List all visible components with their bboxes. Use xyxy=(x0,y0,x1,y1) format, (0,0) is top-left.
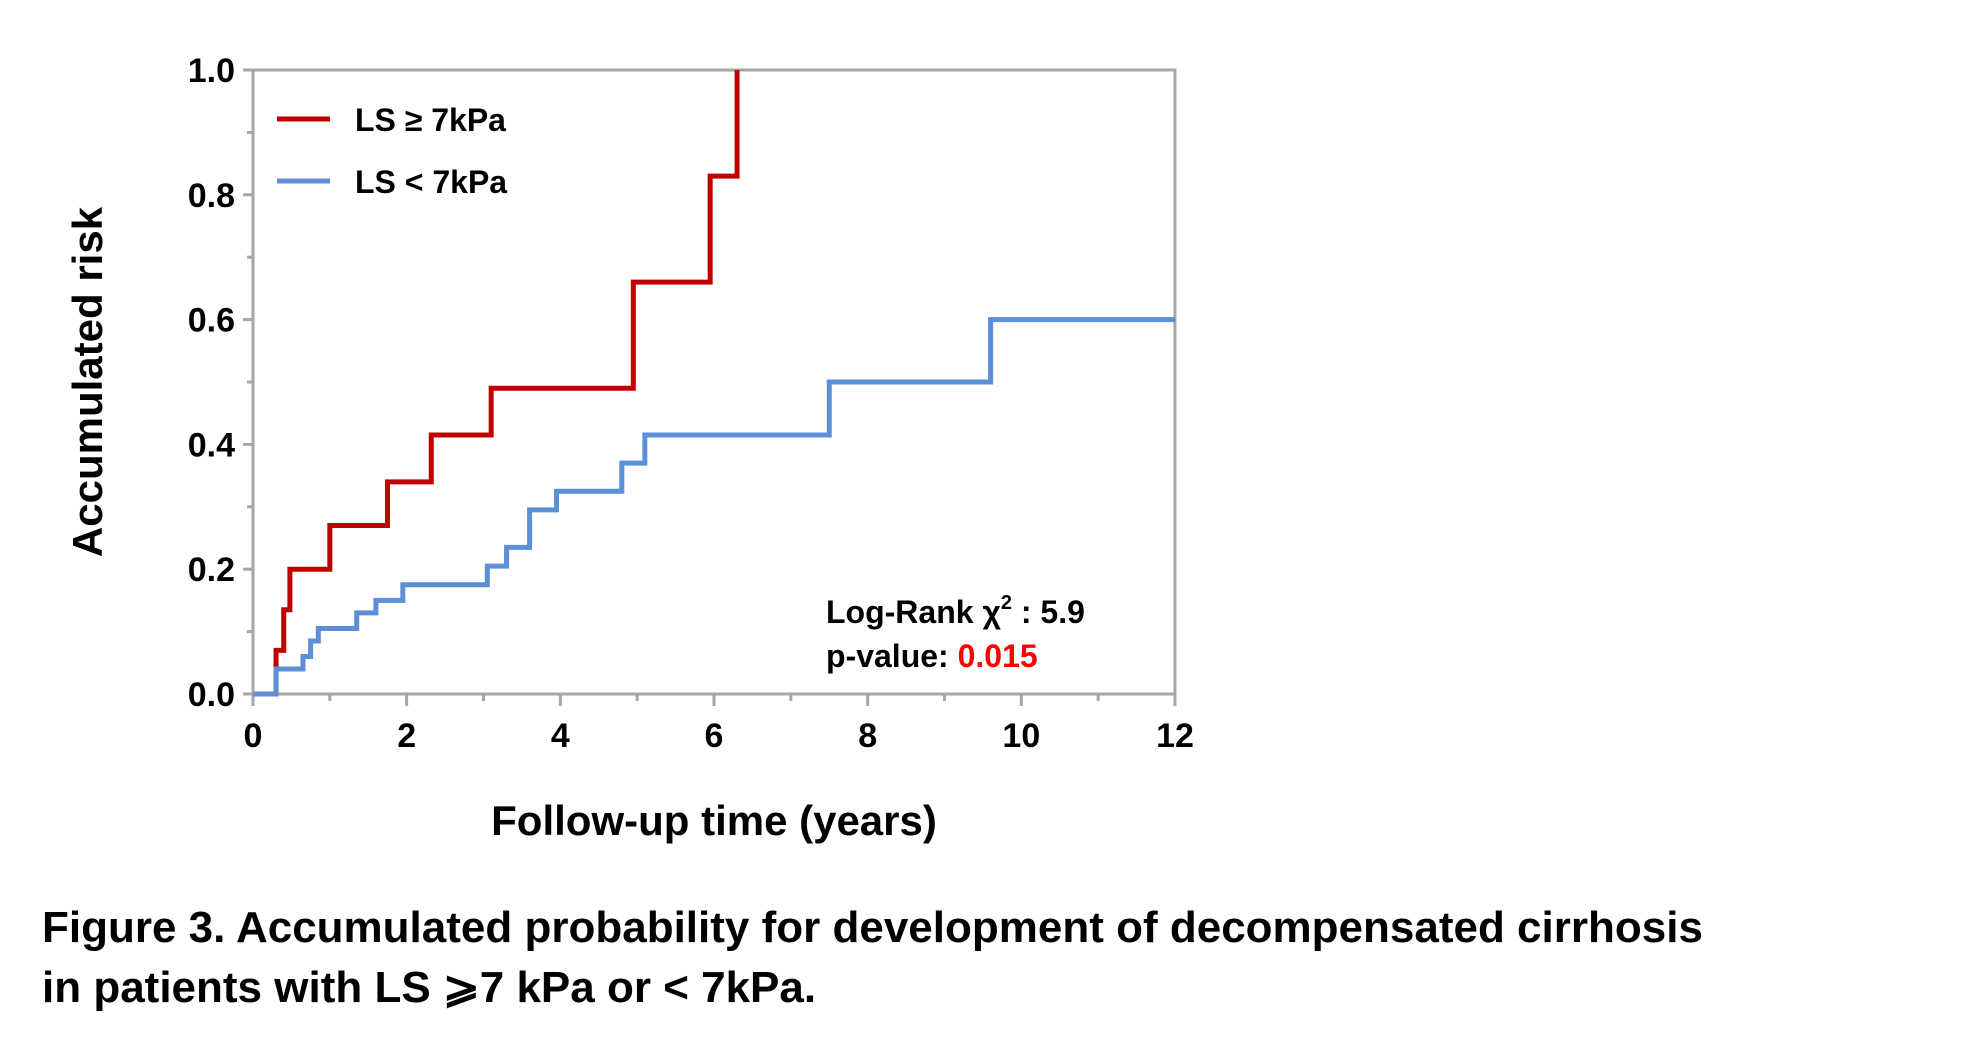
logrank-annotation: Log-Rank χ2 : 5.9 p-value: 0.015 xyxy=(826,592,1085,674)
y-tick-label: 0.6 xyxy=(188,302,235,340)
logrank-value: : 5.9 xyxy=(1012,594,1085,630)
y-tick-label: 0.8 xyxy=(188,177,235,215)
x-tick-label: 4 xyxy=(551,717,570,755)
series-layer xyxy=(253,70,1175,697)
x-axis-ticks: 0 2 4 6 8 10 12 xyxy=(244,694,1194,755)
y-axis-label: Accumulated risk xyxy=(64,206,111,557)
series-line-ls-low xyxy=(253,317,1175,697)
legend: LS ≥ 7kPa LS < 7kPa xyxy=(277,102,507,200)
series-line-ls-high xyxy=(253,70,740,697)
svg-text:Log-Rank χ2 : 5.9: Log-Rank χ2 : 5.9 xyxy=(826,592,1085,630)
logrank-superscript: 2 xyxy=(1001,592,1012,614)
caption-line-1: Figure 3. Accumulated probability for de… xyxy=(42,903,1703,952)
svg-text:p-value: 0.015: p-value: 0.015 xyxy=(826,638,1038,674)
y-tick-label: 0.4 xyxy=(188,426,235,464)
x-tick-label: 2 xyxy=(397,717,416,755)
y-tick-label: 0.2 xyxy=(188,551,235,589)
x-tick-label: 12 xyxy=(1156,717,1194,755)
y-tick-label: 0.0 xyxy=(188,676,235,714)
x-tick-label: 6 xyxy=(705,717,724,755)
y-axis-ticks: 0.0 0.2 0.4 0.6 0.8 1.0 xyxy=(188,52,253,714)
legend-label-ls-high: LS ≥ 7kPa xyxy=(355,102,506,138)
figure-caption: Figure 3. Accumulated probability for de… xyxy=(42,898,1942,1018)
x-tick-label: 10 xyxy=(1002,717,1040,755)
logrank-label: Log-Rank χ xyxy=(826,594,1001,630)
pvalue-label: p-value: xyxy=(826,638,958,674)
chart: 0.0 0.2 0.4 0.6 0.8 1.0 0 2 4 6 8 10 12 Follow-up t… xyxy=(64,52,1194,844)
y-tick-label: 1.0 xyxy=(188,52,235,90)
legend-label-ls-low: LS < 7kPa xyxy=(355,164,507,200)
x-tick-label: 0 xyxy=(244,717,263,755)
pvalue-value: 0.015 xyxy=(958,638,1038,674)
caption-line-2: in patients with LS ⩾7 kPa or < 7kPa. xyxy=(42,963,817,1012)
x-axis-label: Follow-up time (years) xyxy=(491,797,937,844)
x-tick-label: 8 xyxy=(858,717,877,755)
